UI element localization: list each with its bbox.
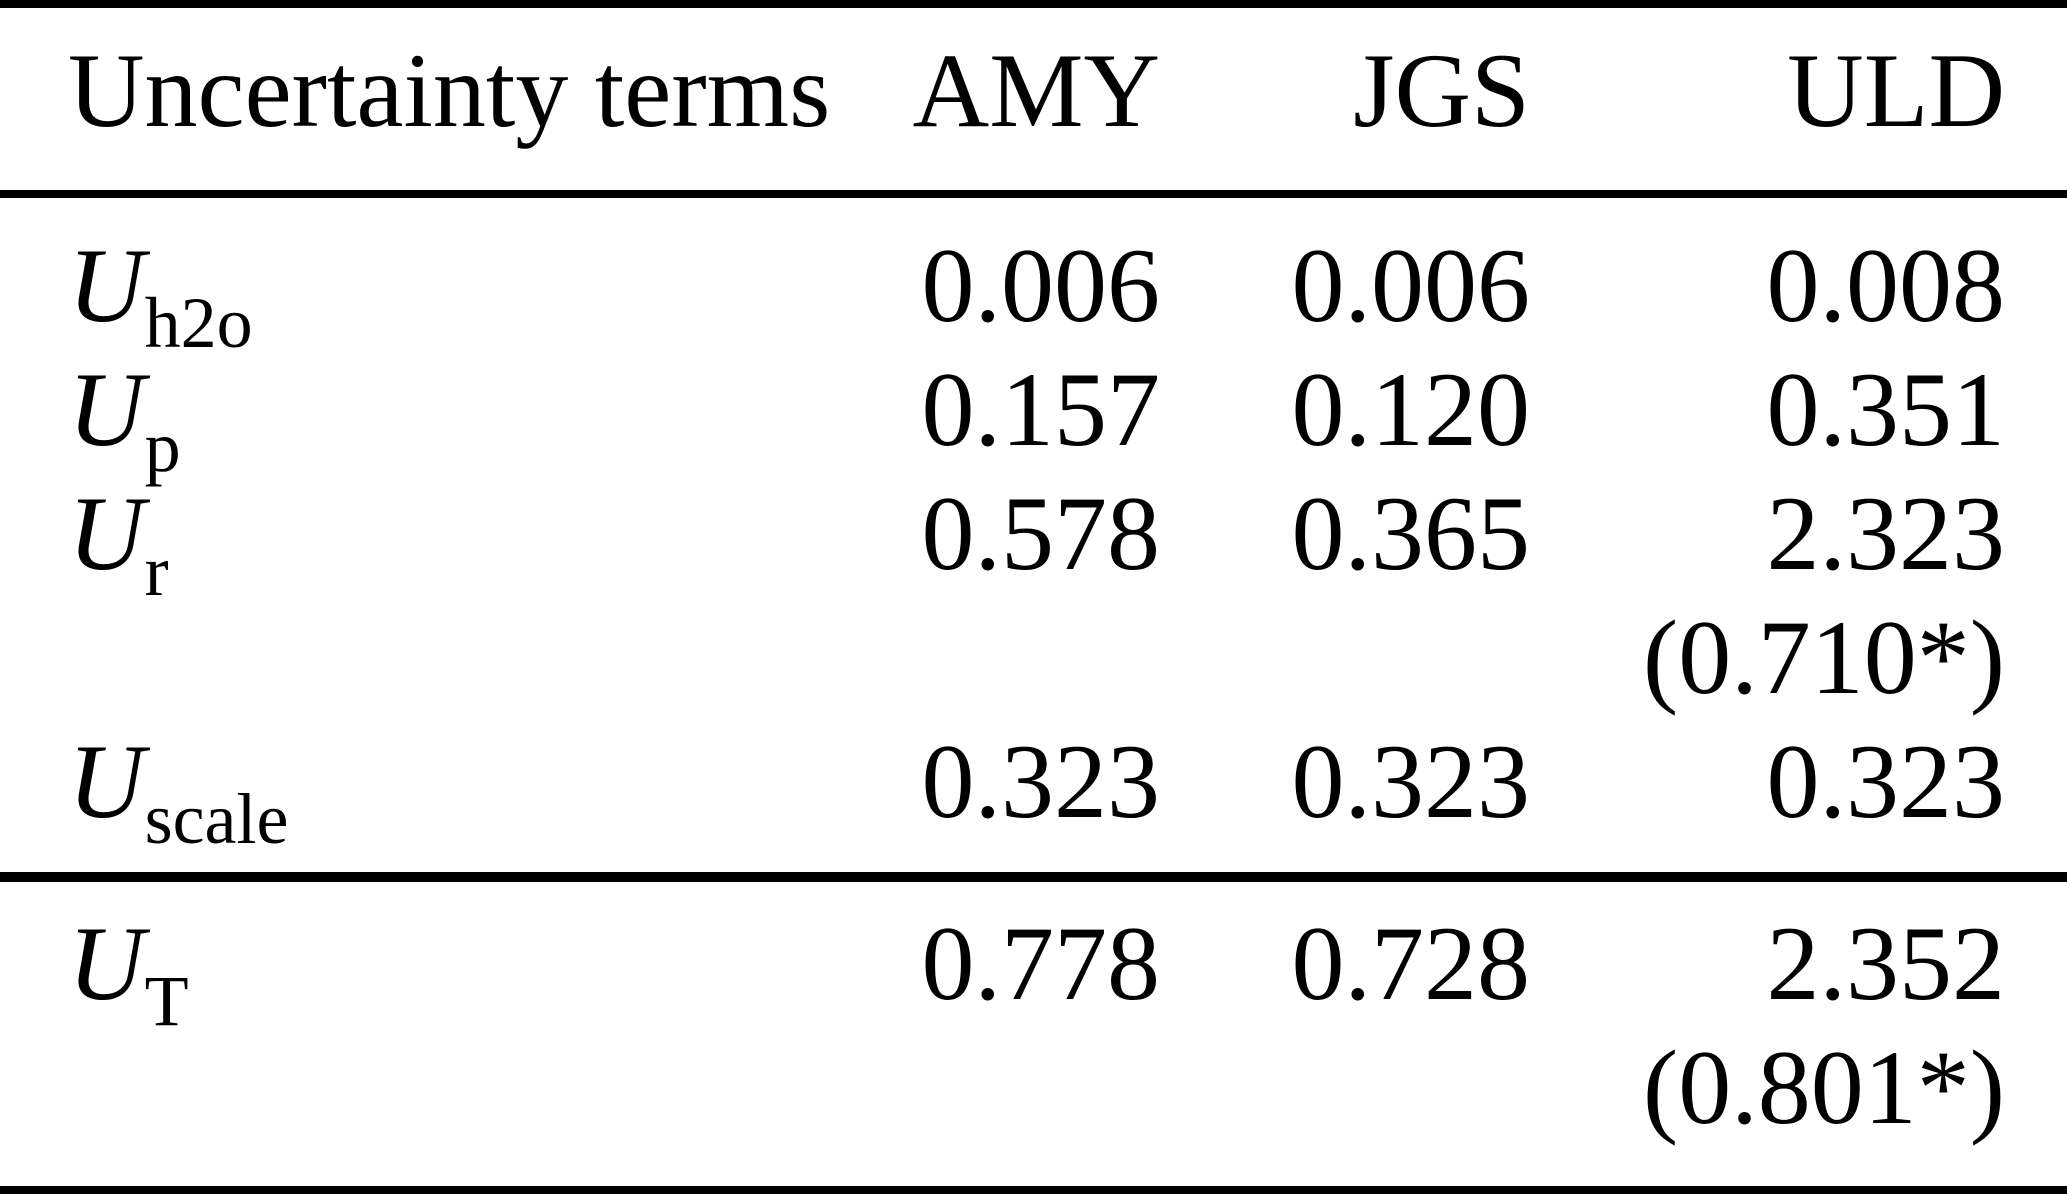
header-col-jgs: JGS bbox=[1353, 32, 1530, 149]
header-row: Uncertainty terms AMY JGS ULD bbox=[0, 29, 2067, 153]
row-label bbox=[0, 596, 850, 720]
variable-subscript: scale bbox=[144, 779, 289, 859]
row-label: Up bbox=[0, 348, 850, 483]
variable-subscript: h2o bbox=[144, 283, 253, 363]
row-label bbox=[0, 1026, 850, 1150]
cell-jgs bbox=[1160, 1026, 1530, 1150]
table-row-ut-parenthetical: (0.801*) bbox=[0, 1026, 2067, 1150]
cell-uld-parenthetical: (0.710*) bbox=[1642, 599, 2005, 716]
table-header-rule bbox=[0, 190, 2067, 198]
variable-symbol: U bbox=[68, 351, 145, 468]
table-total-section: UT 0.778 0.728 2.352 (0.801*) bbox=[0, 882, 2067, 1186]
cell-uld: 0.008 bbox=[1766, 227, 2006, 344]
table-row-ur-parenthetical: (0.710*) bbox=[0, 596, 2067, 720]
table-row-ut: UT 0.778 0.728 2.352 bbox=[0, 902, 2067, 1037]
cell-jgs bbox=[1160, 596, 1530, 720]
cell-jgs: 0.365 bbox=[1291, 475, 1531, 592]
variable-symbol: U bbox=[68, 723, 145, 840]
cell-amy bbox=[850, 1026, 1160, 1150]
cell-jgs: 0.323 bbox=[1291, 723, 1531, 840]
header-label-uncertainty-terms: Uncertainty terms bbox=[68, 32, 831, 149]
header-col-amy: AMY bbox=[912, 32, 1160, 149]
cell-amy: 0.006 bbox=[921, 227, 1161, 344]
cell-uld: 0.351 bbox=[1766, 351, 2006, 468]
row-label: UT bbox=[0, 902, 850, 1037]
cell-uld-parenthetical: (0.801*) bbox=[1642, 1029, 2005, 1146]
cell-jgs: 0.006 bbox=[1291, 227, 1531, 344]
table-row-uh2o: Uh2o 0.006 0.006 0.008 bbox=[0, 224, 2067, 359]
table-total-rule bbox=[0, 872, 2067, 882]
variable-symbol: U bbox=[68, 475, 145, 592]
cell-amy: 0.578 bbox=[921, 475, 1161, 592]
header-col-uld: ULD bbox=[1787, 32, 2005, 149]
row-label: Ur bbox=[0, 472, 850, 607]
table-bottom-rule bbox=[0, 1186, 2067, 1194]
cell-amy: 0.157 bbox=[921, 351, 1161, 468]
variable-subscript: r bbox=[144, 531, 169, 611]
cell-amy: 0.778 bbox=[921, 905, 1161, 1022]
cell-amy: 0.323 bbox=[921, 723, 1161, 840]
cell-uld: 2.352 bbox=[1766, 905, 2006, 1022]
table-top-rule bbox=[0, 0, 2067, 8]
cell-uld: 2.323 bbox=[1766, 475, 2006, 592]
variable-subscript: T bbox=[144, 961, 189, 1041]
table-body-section: Uh2o 0.006 0.006 0.008 Up 0.157 0.120 0.… bbox=[0, 198, 2067, 872]
cell-jgs: 0.728 bbox=[1291, 905, 1531, 1022]
variable-subscript: p bbox=[144, 407, 181, 487]
variable-symbol: U bbox=[68, 905, 145, 1022]
table-row-ur: Ur 0.578 0.365 2.323 bbox=[0, 472, 2067, 607]
cell-amy bbox=[850, 596, 1160, 720]
row-label: Uscale bbox=[0, 720, 850, 855]
table-row-uscale: Uscale 0.323 0.323 0.323 bbox=[0, 720, 2067, 855]
table-row-up: Up 0.157 0.120 0.351 bbox=[0, 348, 2067, 483]
variable-symbol: U bbox=[68, 227, 145, 344]
cell-jgs: 0.120 bbox=[1291, 351, 1531, 468]
table-header-section: Uncertainty terms AMY JGS ULD bbox=[0, 8, 2067, 190]
row-label: Uh2o bbox=[0, 224, 850, 359]
cell-uld: 0.323 bbox=[1766, 723, 2006, 840]
